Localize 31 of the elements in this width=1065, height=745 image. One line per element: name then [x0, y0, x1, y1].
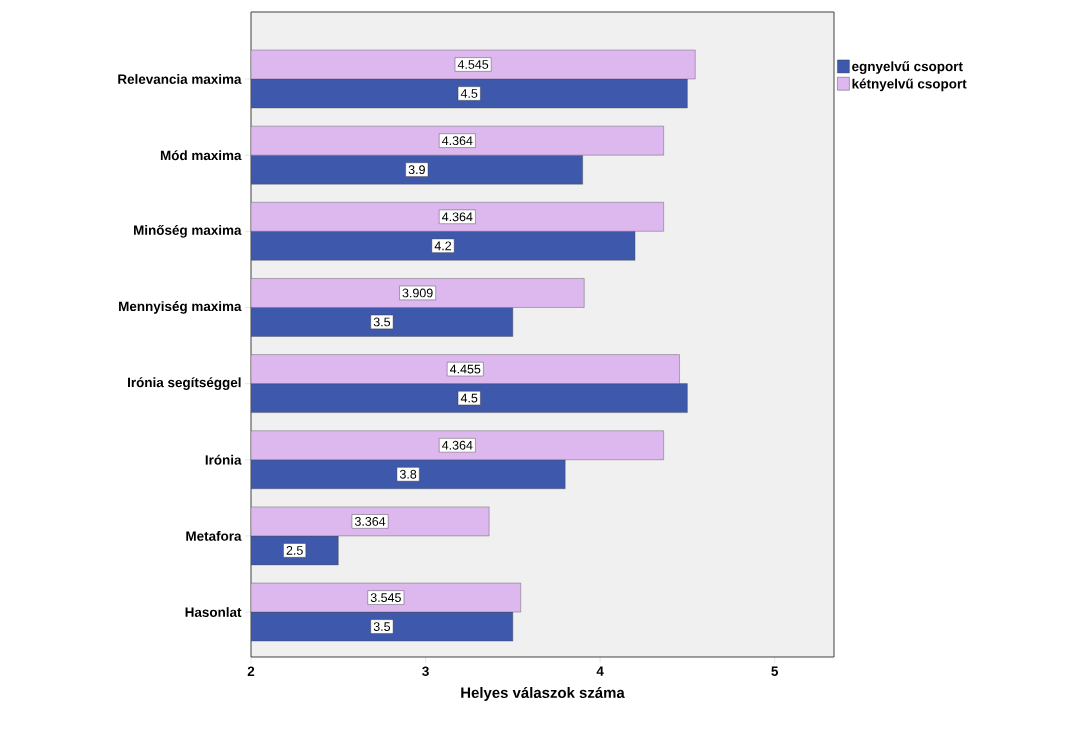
x-tick-label: 3: [422, 666, 429, 677]
data-label: 4.2: [434, 241, 452, 251]
x-tick-label: 2: [247, 666, 255, 676]
y-tick-label: Relevancia maxima: [118, 74, 242, 84]
data-label: 2.5: [286, 546, 303, 555]
data-label: 4.455: [449, 364, 481, 374]
data-label: 3.545: [370, 593, 401, 602]
legend-label: egnyelvű csoport: [852, 61, 963, 74]
data-label: 3.364: [354, 517, 386, 526]
data-label: 4.545: [457, 60, 489, 69]
y-tick-label: Irónia: [205, 454, 242, 465]
x-axis-title: Helyes válaszok száma: [461, 686, 625, 701]
data-label: 3.8: [399, 469, 417, 479]
y-tick-label: Mód maxima: [160, 150, 242, 161]
data-label: 4.364: [442, 136, 473, 146]
data-label: 4.364: [442, 440, 473, 450]
y-tick-label: Hasonlat: [185, 607, 242, 617]
x-tick-label: 4: [596, 666, 604, 676]
y-tick-label: Minőség maxima: [134, 224, 242, 238]
data-label: 4.5: [460, 89, 478, 98]
y-tick-label: Mennyiség maxima: [119, 301, 242, 314]
data-label: 3.909: [402, 288, 433, 298]
x-tick-label: 5: [771, 666, 779, 676]
data-label: 3.9: [408, 165, 425, 175]
legend-label: kétnyelvű csoport: [852, 78, 967, 92]
data-label: 3.5: [373, 317, 391, 327]
data-label: 4.5: [460, 393, 478, 403]
data-label: 3.5: [373, 622, 391, 631]
y-tick-label: Metafora: [186, 530, 242, 541]
y-tick-label: Irónia segítséggel: [128, 377, 241, 390]
data-label: 4.364: [442, 212, 473, 222]
